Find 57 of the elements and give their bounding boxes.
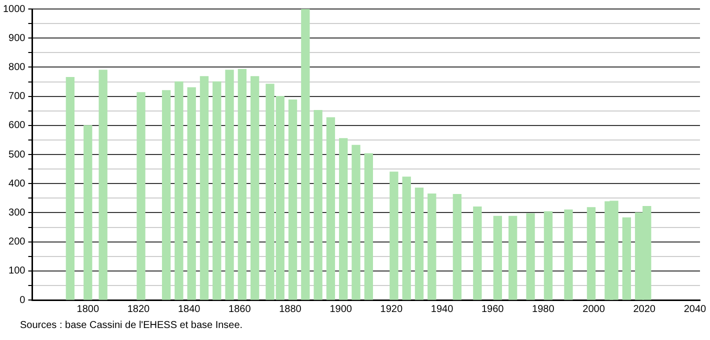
bar (390, 172, 398, 300)
x-tick-label: 1940 (430, 304, 454, 315)
bar (212, 81, 222, 300)
y-tick-label: 100 (8, 266, 26, 277)
bar (622, 217, 631, 300)
bar (352, 144, 360, 300)
bar (493, 216, 502, 300)
bar (288, 99, 298, 300)
x-tick-label: 1980 (532, 304, 555, 315)
bar (526, 213, 535, 300)
bar (508, 216, 518, 300)
bar (84, 125, 92, 300)
bar (136, 92, 146, 300)
bar (162, 90, 171, 300)
x-tick-label: 2040 (684, 304, 706, 315)
x-tick-label: 1920 (380, 304, 403, 315)
x-tick-label: 1800 (76, 304, 100, 315)
y-tick-label: 800 (8, 62, 26, 73)
y-tick-label: 900 (8, 32, 26, 44)
y-tick-label: 300 (8, 207, 26, 218)
bar (238, 68, 247, 300)
y-tick-label: 600 (8, 120, 26, 132)
bar (187, 87, 196, 300)
bar (314, 110, 322, 300)
bar (339, 138, 348, 300)
y-tick-label: 500 (8, 149, 26, 160)
bar (473, 206, 482, 300)
x-tick-label: 1880 (279, 304, 302, 315)
source-note: Sources : base Cassini de l'EHESS et base Insee. (20, 320, 243, 331)
y-tick-label: 400 (8, 178, 26, 190)
bar (66, 77, 75, 300)
bar (364, 153, 373, 300)
bar (452, 194, 462, 300)
bar (402, 176, 411, 300)
y-tick-label: 700 (8, 91, 26, 102)
bar (200, 76, 209, 300)
x-tick-label: 1960 (481, 304, 504, 315)
bar (174, 81, 184, 300)
x-tick-label: 2020 (633, 304, 656, 315)
bar (428, 193, 436, 300)
bar (225, 70, 234, 300)
bar (564, 209, 573, 300)
bar (326, 117, 336, 300)
bar (98, 70, 108, 300)
y-tick-label: 0 (20, 294, 26, 306)
bar (301, 9, 310, 300)
x-tick-label: 1840 (178, 304, 201, 315)
bar (544, 211, 553, 300)
x-tick-label: 1820 (127, 304, 150, 315)
y-tick-label: 1000 (2, 4, 26, 15)
x-tick-label: 1860 (228, 304, 252, 315)
x-tick-label: 1900 (330, 304, 352, 315)
bar (586, 207, 596, 300)
x-tick-label: 2000 (582, 304, 606, 315)
bar (250, 76, 260, 300)
y-tick-label: 200 (8, 236, 26, 248)
bar (414, 188, 424, 300)
